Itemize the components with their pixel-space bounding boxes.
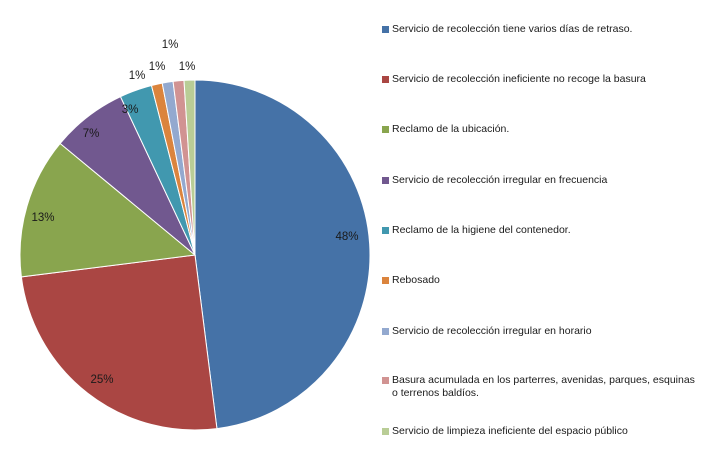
legend-swatch-4 [382, 177, 389, 184]
pie-slice-9 [183, 79, 196, 256]
legend-swatch-6 [382, 277, 389, 284]
pie-slice-2 [20, 254, 218, 431]
legend-label-6: Rebosado [392, 274, 440, 286]
legend-item-7: Servicio de recolección irregular en hor… [382, 325, 698, 338]
legend-item-1: Servicio de recolección tiene varios día… [382, 23, 698, 36]
legend-swatch-5 [382, 227, 389, 234]
legend-item-9: Servicio de limpieza ineficiente del esp… [382, 425, 698, 438]
data-label-5: 3% [122, 104, 139, 116]
legend-item-3: Reclamo de la ubicación. [382, 123, 698, 136]
legend-label-4: Servicio de recolección irregular en fre… [392, 174, 608, 186]
pie-slice-3 [19, 142, 197, 278]
legend-item-4: Servicio de recolección irregular en fre… [382, 174, 698, 187]
legend-swatch-1 [382, 26, 389, 33]
legend-swatch-9 [382, 428, 389, 435]
legend-item-6: Rebosado [382, 274, 698, 287]
data-label-2: 25% [90, 374, 113, 386]
pie-slices [19, 79, 371, 431]
legend-swatch-3 [382, 126, 389, 133]
data-label-3: 13% [31, 212, 54, 224]
legend-label-1: Servicio de recolección tiene varios día… [392, 23, 633, 35]
legend-label-2: Servicio de recolección ineficiente no r… [392, 73, 646, 85]
legend-item-8: Basura acumulada en los parterres, aveni… [382, 374, 698, 400]
legend-label-3: Reclamo de la ubicación. [392, 123, 510, 135]
legend-swatch-7 [382, 328, 389, 335]
legend-item-2: Servicio de recolección ineficiente no r… [382, 73, 698, 86]
data-label-1: 48% [335, 231, 358, 243]
data-label-9: 1% [179, 61, 196, 73]
legend-label-5: Reclamo de la higiene del contenedor. [392, 224, 571, 236]
legend-label-8: Basura acumulada en los parterres, aveni… [392, 374, 695, 399]
legend-item-5: Reclamo de la higiene del contenedor. [382, 224, 698, 237]
data-label-8: 1% [162, 39, 179, 51]
data-label-7: 1% [149, 61, 166, 73]
data-label-6: 1% [129, 70, 146, 82]
legend-label-9: Servicio de limpieza ineficiente del esp… [392, 425, 628, 437]
pie-chart: 48%25%13%7%3%1%1%1%1% [19, 39, 371, 431]
pie-slice-1 [194, 79, 371, 430]
legend-swatch-8 [382, 377, 389, 384]
data-label-4: 7% [83, 128, 100, 140]
pie-data-labels: 48%25%13%7%3%1%1%1%1% [31, 39, 358, 386]
legend-label-7: Servicio de recolección irregular en hor… [392, 325, 592, 337]
legend-swatch-2 [382, 76, 389, 83]
